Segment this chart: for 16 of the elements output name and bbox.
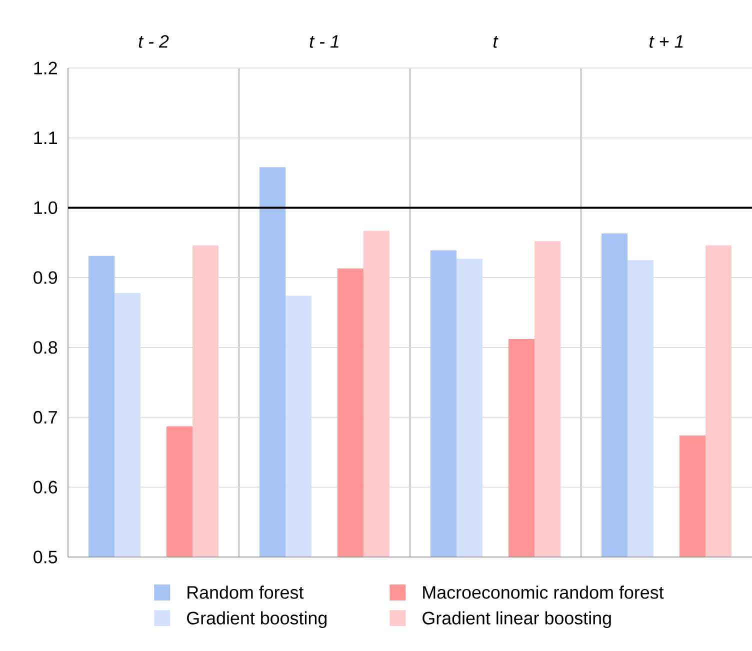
y-tick-label: 1.2 <box>34 62 57 74</box>
y-tick-label: 0.5 <box>34 550 58 564</box>
legend-label: Gradient linear boosting <box>422 611 611 628</box>
legend-label: Random forest <box>188 586 304 599</box>
x-tick-label: t - 2 <box>138 35 169 48</box>
y-tick-label: 0.7 <box>34 410 57 424</box>
y-tick-label: 1.1 <box>34 132 57 144</box>
x-tick-label: t + 1 <box>650 35 683 48</box>
x-tick-label: t <box>494 36 498 48</box>
y-tick-label: 0.8 <box>34 341 58 354</box>
legend-label: Gradient boosting <box>187 611 326 628</box>
y-tick-label: 0.6 <box>34 480 58 494</box>
x-tick-label: t - 1 <box>310 35 338 48</box>
y-tick-label: 0.9 <box>34 271 57 284</box>
y-tick-label: 1.0 <box>34 201 58 214</box>
legend-label: Macroeconomic random forest <box>423 586 664 599</box>
